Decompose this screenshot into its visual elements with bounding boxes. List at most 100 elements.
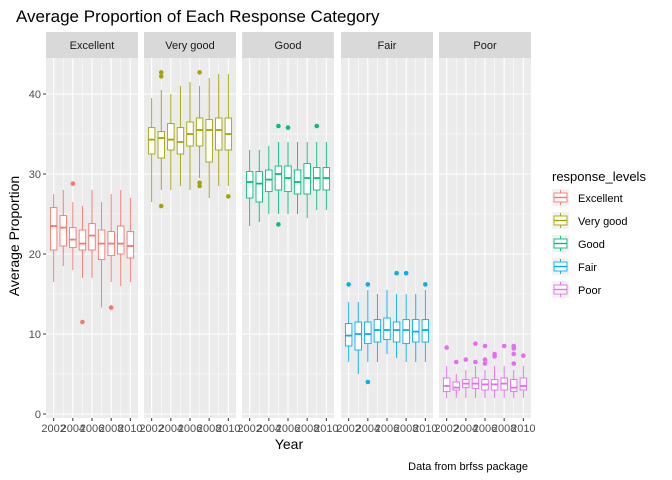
box-2009 bbox=[412, 294, 420, 362]
x-tick-label: 2002 bbox=[41, 423, 65, 435]
box-2002 bbox=[147, 98, 156, 202]
box-body bbox=[274, 165, 283, 191]
box-body bbox=[402, 319, 410, 345]
legend-label: Fair bbox=[578, 262, 597, 274]
outlier-point bbox=[276, 123, 281, 129]
y-tick-label: 10 bbox=[29, 329, 41, 341]
box-2005 bbox=[373, 294, 382, 362]
x-tick-label: 2008 bbox=[197, 423, 221, 435]
box-2009 bbox=[313, 123, 321, 210]
box-2007 bbox=[293, 142, 302, 214]
x-tick-label: 2004 bbox=[356, 423, 380, 435]
box-2008 bbox=[205, 78, 213, 198]
outlier-point bbox=[394, 270, 399, 276]
box-2006 bbox=[88, 190, 96, 278]
box-2004 bbox=[69, 181, 77, 270]
x-tick-label: 2008 bbox=[492, 423, 516, 435]
outlier-point bbox=[276, 222, 281, 227]
box-body bbox=[245, 171, 254, 199]
box-body bbox=[205, 119, 213, 163]
outlier-point bbox=[365, 379, 371, 385]
box-2004 bbox=[364, 282, 372, 385]
box-body bbox=[383, 317, 391, 341]
legend-entry-very-good: Very good bbox=[552, 212, 628, 229]
x-tick-label: 2010 bbox=[216, 423, 240, 435]
legend-entry-poor: Poor bbox=[552, 281, 602, 298]
x-tick-label: 2008 bbox=[394, 423, 418, 435]
box-2003 bbox=[354, 302, 362, 374]
box-2007 bbox=[392, 270, 401, 358]
chart-caption: Data from brfss package bbox=[408, 461, 528, 473]
legend: response_levels Excellent Very good Good Fa… bbox=[552, 169, 646, 298]
box-2005 bbox=[176, 86, 185, 186]
outlier-point bbox=[158, 70, 164, 75]
box-body bbox=[126, 231, 135, 259]
outlier-point bbox=[423, 282, 428, 287]
box-body bbox=[78, 229, 87, 251]
box-body bbox=[255, 171, 263, 203]
box-2006 bbox=[481, 343, 489, 398]
outlier-point bbox=[463, 357, 469, 362]
box-body bbox=[195, 117, 204, 147]
box-2006 bbox=[383, 290, 391, 354]
outlier-point bbox=[197, 180, 202, 186]
box-body bbox=[88, 223, 96, 251]
box-2005 bbox=[274, 123, 283, 227]
box-2010 bbox=[421, 282, 430, 362]
box-2003 bbox=[59, 190, 67, 266]
box-body bbox=[97, 229, 106, 261]
outlier-point bbox=[285, 125, 291, 130]
outlier-point bbox=[521, 353, 526, 358]
box-body bbox=[265, 169, 273, 193]
outlier-point bbox=[158, 74, 164, 79]
outlier-point bbox=[482, 357, 488, 362]
box-2004 bbox=[265, 146, 273, 214]
outlier-point bbox=[346, 282, 351, 287]
y-tick-label: 0 bbox=[35, 409, 41, 421]
outlier-point bbox=[492, 354, 497, 359]
legend-label: Very good bbox=[578, 216, 628, 228]
box-2009 bbox=[215, 74, 223, 186]
box-body bbox=[59, 215, 67, 247]
box-2004 bbox=[462, 357, 470, 398]
box-2008 bbox=[402, 270, 410, 362]
chart-title: Average Proportion of Each Response Cate… bbox=[16, 7, 380, 26]
box-2010 bbox=[519, 353, 528, 398]
x-tick-label: 2010 bbox=[314, 423, 338, 435]
box-body bbox=[519, 377, 528, 391]
legend-entry-good: Good bbox=[552, 235, 605, 252]
outlier-point bbox=[482, 361, 488, 366]
box-body bbox=[510, 379, 518, 393]
facet-strip-label: Good bbox=[275, 40, 302, 52]
x-tick-label: 2004 bbox=[61, 423, 85, 435]
x-tick-label: 2004 bbox=[159, 423, 183, 435]
outlier-point bbox=[473, 341, 478, 346]
box-2010 bbox=[126, 198, 135, 282]
box-2010 bbox=[224, 74, 233, 199]
outlier-point bbox=[403, 270, 409, 276]
outlier-point bbox=[501, 343, 507, 349]
box-2010 bbox=[322, 142, 331, 210]
outlier-point bbox=[108, 305, 114, 310]
y-axis-title: Average Proportion bbox=[6, 176, 22, 296]
y-tick-label: 30 bbox=[29, 169, 41, 181]
box-2008 bbox=[303, 142, 311, 218]
box-2007 bbox=[490, 351, 499, 398]
facet-strip bbox=[144, 32, 236, 58]
box-2008 bbox=[500, 343, 508, 398]
outlier-point bbox=[473, 359, 478, 365]
outlier-point bbox=[80, 319, 85, 325]
y-tick-label: 20 bbox=[29, 249, 41, 261]
legend-label: Poor bbox=[578, 285, 602, 297]
facet-strip-label: Fair bbox=[378, 40, 397, 52]
x-tick-label: 2002 bbox=[434, 423, 458, 435]
box-body bbox=[69, 227, 77, 249]
box-body bbox=[49, 207, 58, 251]
box-2006 bbox=[186, 82, 194, 190]
box-2005 bbox=[78, 206, 87, 325]
x-tick-label: 2010 bbox=[413, 423, 437, 435]
